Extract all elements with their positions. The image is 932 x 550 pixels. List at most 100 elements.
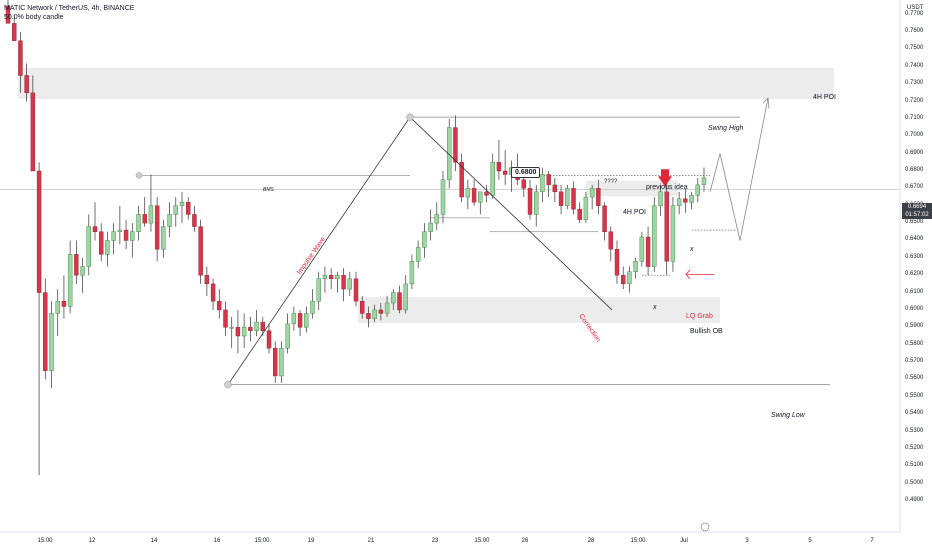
previous-idea-label[interactable]: previous idea [646,184,688,191]
candle-body [291,313,297,325]
swing-high-label[interactable]: Swing High [708,125,744,132]
candle-body [285,323,290,349]
price-tick: 0.5000 [905,479,924,486]
candle-body [453,127,458,163]
candle-body [652,205,657,267]
price-tick: 0.7200 [905,97,924,104]
candle-body [645,236,651,267]
current-price-badge: 0.6694 01:57:02 [902,203,932,219]
candle-body [683,198,688,203]
candle-body [92,226,98,232]
candle-body [384,302,390,314]
candle-body [484,191,489,196]
candle-body [99,231,104,255]
candle-body [186,202,191,215]
time-tick: Jul [680,538,688,544]
candle-body [297,313,303,328]
candle-body [254,321,259,331]
time-tick: 15:00 [254,538,270,544]
price-tick: 0.7700 [905,10,924,17]
unknown-label[interactable]: ???? [604,179,618,185]
candle-body [403,283,408,311]
candle-body [167,214,172,227]
candle-body [266,330,272,349]
time-tick: 7 [870,538,874,544]
candle-body [217,301,222,311]
swing-low-label[interactable]: Swing Low [771,412,805,419]
price-tick: 0.6700 [905,184,924,191]
candle-body [571,188,576,210]
candle-body [49,313,54,371]
candle-body [428,222,433,232]
price-tick: 0.6300 [905,253,924,260]
candles-layer [5,0,707,475]
candle-body [142,214,147,224]
time-tick: 14 [150,538,158,544]
bullish-ob-zone [358,296,720,323]
bms-label[interactable]: BMS [263,187,274,193]
indicator-label[interactable]: 50.0% body candle [4,14,64,21]
candle-body [614,248,620,276]
time-tick: 16 [213,538,221,544]
candle-body [136,214,141,232]
candle-body [664,191,669,262]
projection-path [709,97,769,241]
drawings-layer [135,97,770,532]
candle-body [279,347,284,377]
candle-body [179,202,185,206]
candle-body [459,162,464,198]
candle-body [602,205,607,232]
candle-body [12,23,17,41]
time-tick: 5 [808,538,812,544]
candle-body [440,179,446,215]
price-tick: 0.6200 [905,271,924,278]
candle-body [422,231,427,248]
candle-body [583,196,589,220]
price-tick: 0.4900 [905,497,924,503]
candle-body [18,40,23,76]
poi-4h-mid-label[interactable]: 4H POI [623,209,646,216]
candle-body [527,188,533,215]
candle-body [161,226,166,250]
candle-body [558,191,564,206]
candle-body [24,75,29,94]
price-callout[interactable]: 0.6800 [511,167,541,178]
candle-body [633,261,638,272]
candle-body [148,205,154,224]
candle-body [639,236,645,262]
candle-body [30,92,36,172]
zones-layer [18,67,834,323]
currency-label[interactable]: USDT [907,5,924,11]
timeline-event-icon [700,522,710,532]
candle-body [322,275,328,279]
time-tick: 3 [745,538,749,544]
candle-body [260,321,265,331]
candle-body [552,184,558,193]
price-tick: 0.7400 [905,62,924,69]
symbol-title[interactable]: MATIC Network / TetherUS, 4h, BINANCE [4,5,135,12]
bullish-ob-label[interactable]: Bullish OB [690,328,723,335]
candle-body [241,327,247,337]
candle-body [43,292,48,371]
candle-body [701,177,707,186]
lq-grab-label[interactable]: LQ Grab [686,313,713,320]
price-tick: 0.5500 [905,392,924,399]
candle-body [310,301,315,314]
candle-body [689,195,694,203]
candle-body [627,271,632,285]
swing-high-marker [406,113,414,121]
time-tick: 15:00 [37,538,53,544]
time-tick: 19 [307,538,315,544]
candle-body [154,205,160,250]
candle-body [111,231,116,241]
candle-body [415,247,421,262]
candle-body [335,275,340,279]
candle-body [341,275,346,290]
candle-body [565,188,570,206]
price-tick: 0.7300 [905,80,924,87]
poi-4h-top-label[interactable]: 4H POI [813,94,836,101]
candle-body [434,214,439,224]
projection-arrowhead [762,97,770,109]
candle-body [328,275,334,279]
